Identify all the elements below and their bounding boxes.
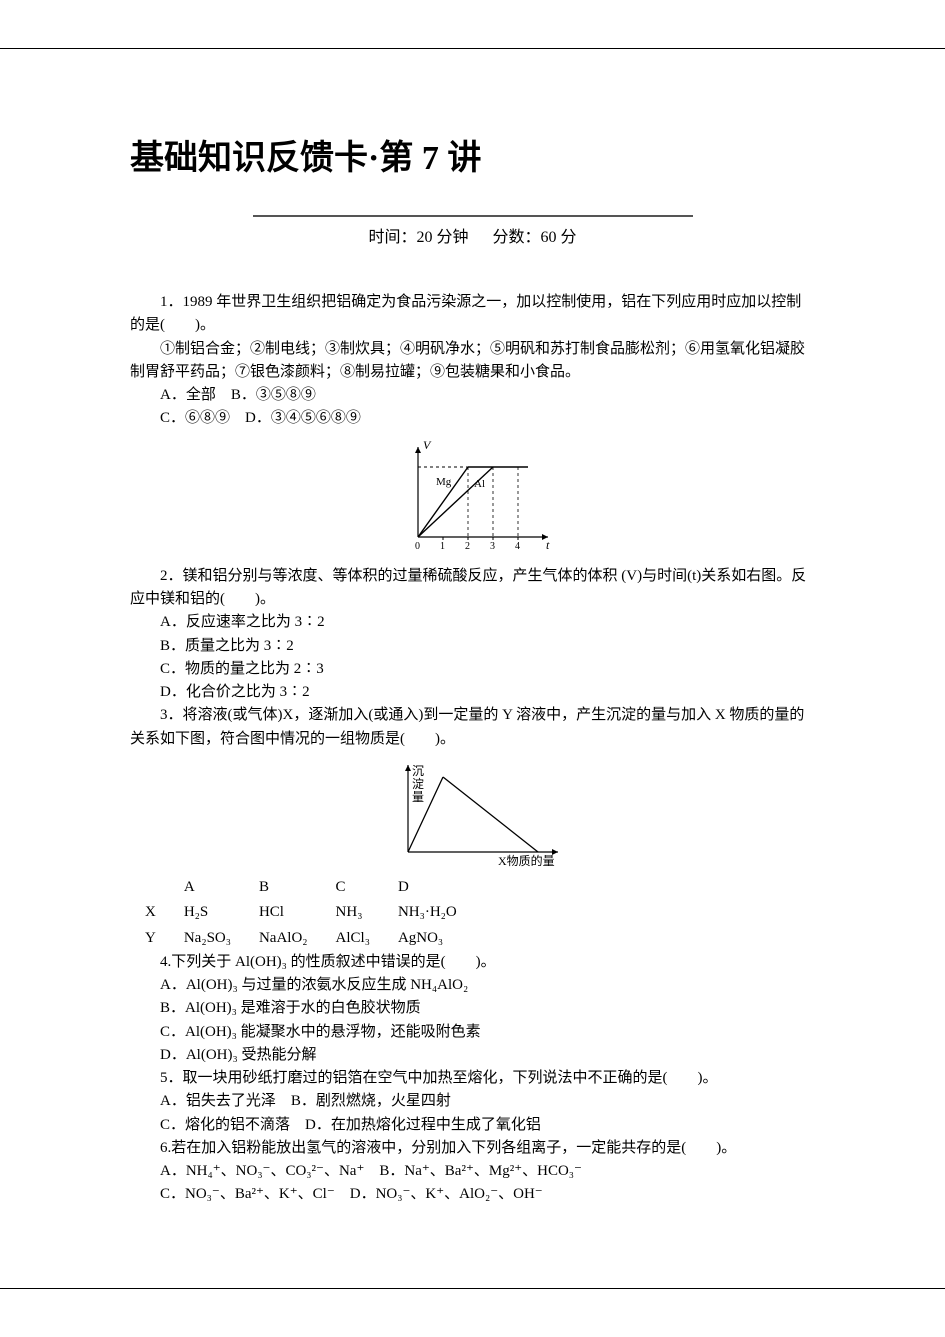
- r1c3: AlCl₃: [336, 926, 398, 951]
- r1c1: Na₂SO₃: [184, 926, 259, 951]
- q3g-y3: 量: [412, 790, 424, 804]
- q1-opt-ab: A．全部 B．③⑤⑧⑨: [130, 384, 815, 407]
- q6-c-ions: NO₃⁻、Ba²⁺、K⁺、Cl⁻: [185, 1186, 335, 1202]
- c-b: B: [259, 875, 336, 900]
- g1-xt3: 3: [490, 541, 495, 552]
- q3g-x: X物质的量: [498, 853, 555, 867]
- q3-stem: 3．将溶液(或气体)X，逐渐加入(或通入)到一定量的 Y 溶液中，产生沉淀的量与…: [130, 704, 815, 751]
- q6-a-pre: A．: [160, 1163, 186, 1179]
- c-blank: [145, 875, 184, 900]
- r0c2: HCl: [259, 900, 336, 925]
- time-label: 时间：20 分钟: [368, 229, 468, 246]
- c-d: D: [398, 875, 485, 900]
- q1-list: ①制铝合金；②制电线；③制炊具；④明矾净水；⑤明矾和苏打制食品膨松剂；⑥用氢氧化…: [130, 338, 815, 385]
- r0c4: NH₃·H₂O: [398, 900, 485, 925]
- q1-opt-cd: C．⑥⑧⑨ D．③④⑤⑥⑧⑨: [130, 407, 815, 430]
- score-label: 分数：60 分: [493, 229, 577, 246]
- q4-a: A．Al(OH)₃ 与过量的浓氨水反应生成 NH₄AlO₂: [130, 974, 815, 997]
- r0c1: H₂S: [184, 900, 259, 925]
- q4-c: C．Al(OH)₃ 能凝聚水中的悬浮物，还能吸附色素: [130, 1021, 815, 1044]
- q2-a: A．反应速率之比为 3∶2: [130, 611, 815, 634]
- q1-stem: 1．1989 年世界卫生组织把铝确定为食品污染源之一，加以控制使用，铝在下列应用…: [130, 291, 815, 338]
- q6-line2: C．NO₃⁻、Ba²⁺、K⁺、Cl⁻ D．NO₃⁻、K⁺、AlO₂⁻、OH⁻: [130, 1183, 815, 1206]
- top-rule: [0, 48, 945, 49]
- q6-stem: 6.若在加入铝粉能放出氢气的溶液中，分别加入下列各组离子，一定能共存的是( )。: [130, 1137, 815, 1160]
- q2-stem: 2．镁和铝分别与等浓度、等体积的过量稀硫酸反应，产生气体的体积 (V)与时间(t…: [130, 565, 815, 612]
- q3g-y2: 淀: [412, 777, 424, 791]
- r0c3: NH₃: [336, 900, 398, 925]
- q4-d: D．Al(OH)₃ 受热能分解: [130, 1044, 815, 1067]
- bottom-rule: [0, 1288, 945, 1289]
- q4-stem: 4.下列关于 Al(OH)₃ 的性质叙述中错误的是( )。: [130, 951, 815, 974]
- page-title: 基础知识反馈卡·第 7 讲: [130, 130, 815, 179]
- q6-a-ions: NH₄⁺、NO₃⁻、CO₃²⁻、Na⁺: [186, 1163, 365, 1179]
- graph1-ylabel: V: [423, 438, 432, 452]
- q5-ab: A．铝失去了光泽 B．剧烈燃烧，火星四射: [130, 1090, 815, 1113]
- c-c: C: [336, 875, 398, 900]
- q6-d-pre: D．: [335, 1186, 376, 1202]
- q4-b: B．Al(OH)₃ 是难溶于水的白色胶状物质: [130, 997, 815, 1020]
- r1c0: Y: [145, 926, 184, 951]
- g1-xt2: 2: [465, 541, 470, 552]
- q2-d: D．化合价之比为 3∶2: [130, 681, 815, 704]
- q6-c-pre: C．: [160, 1186, 185, 1202]
- r1c2: NaAlO₂: [259, 926, 336, 951]
- q3g-y1: 沉: [412, 764, 424, 778]
- g1-xt1: 1: [440, 541, 445, 552]
- q6-d-ions: NO₃⁻、K⁺、AlO₂⁻、OH⁻: [376, 1186, 543, 1202]
- q3-graph: 沉 淀 量 X物质的量: [130, 757, 815, 875]
- r0c0: X: [145, 900, 184, 925]
- q5-stem: 5．取一块用砂纸打磨过的铝箔在空气中加热至熔化，下列说法中不正确的是( )。: [130, 1067, 815, 1090]
- q2-c: C．物质的量之比为 2∶3: [130, 658, 815, 681]
- title-underline: [253, 215, 693, 217]
- timing-row: 时间：20 分钟 分数：60 分: [130, 223, 815, 247]
- r1c4: AgNO₃: [398, 926, 485, 951]
- q3-table: A B C D X H₂S HCl NH₃ NH₃·H₂O Y Na₂SO₃ N…: [145, 875, 485, 951]
- q6-b-ions: Na⁺、Ba²⁺、Mg²⁺、HCO₃⁻: [404, 1163, 582, 1179]
- q2-graph: V t Mg Al 0 1 2 3 4: [130, 437, 815, 565]
- graph1-mg: Mg: [436, 476, 452, 488]
- q6-line1: A．NH₄⁺、NO₃⁻、CO₃²⁻、Na⁺ B．Na⁺、Ba²⁺、Mg²⁺、HC…: [130, 1160, 815, 1183]
- q2-b: B．质量之比为 3∶2: [130, 635, 815, 658]
- q6-b-pre: B．: [364, 1163, 404, 1179]
- c-a: A: [184, 875, 259, 900]
- g1-xt0: 0: [415, 541, 420, 552]
- g1-xt4: 4: [515, 541, 520, 552]
- graph1-al: Al: [474, 478, 485, 490]
- graph1-xlabel: t: [546, 538, 550, 552]
- q5-cd: C．熔化的铝不滴落 D．在加热熔化过程中生成了氧化铝: [130, 1114, 815, 1137]
